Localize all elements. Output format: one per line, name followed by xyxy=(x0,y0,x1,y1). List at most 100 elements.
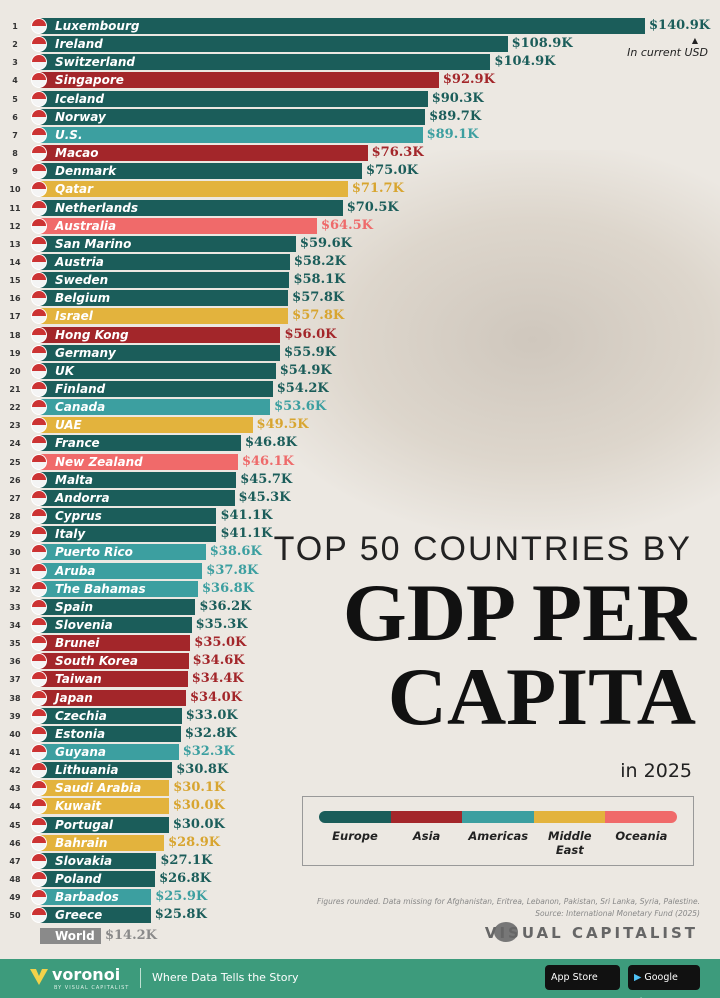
legend-label: Americas xyxy=(468,829,529,843)
value-label: $27.1K xyxy=(160,852,213,868)
footnote-missing-data: Figures rounded. Data missing for Afghan… xyxy=(316,897,700,906)
country-label: Czechia xyxy=(55,708,107,723)
bar xyxy=(40,471,237,488)
country-label: Italy xyxy=(55,527,86,542)
rank-label: 15 xyxy=(9,276,21,286)
value-label: $38.6K xyxy=(209,544,262,560)
rank-label: 17 xyxy=(9,312,21,322)
bar xyxy=(40,72,439,89)
bar xyxy=(40,907,151,924)
flag-icon xyxy=(31,326,47,343)
value-label: $59.6K xyxy=(299,235,352,251)
country-label: Portugal xyxy=(55,817,114,832)
flag-icon xyxy=(31,453,47,470)
country-label: Israel xyxy=(55,309,93,324)
country-label: Iceland xyxy=(55,91,105,106)
world-label: World xyxy=(55,928,95,943)
value-label: $140.9K xyxy=(649,18,711,33)
flag-icon xyxy=(31,181,47,198)
flag-icon xyxy=(31,126,47,143)
value-label: $45.7K xyxy=(240,471,293,487)
value-label: $57.8K xyxy=(292,290,345,306)
country-label: Puerto Rico xyxy=(55,545,133,560)
rank-label: 37 xyxy=(9,675,21,685)
country-label: Ireland xyxy=(55,37,103,52)
flag-icon xyxy=(31,816,47,833)
country-label: South Korea xyxy=(55,654,138,669)
value-label: $58.1K xyxy=(293,272,346,288)
app-store-button[interactable]: App Store xyxy=(545,965,620,990)
rank-label: 39 xyxy=(9,711,21,721)
country-label: Taiwan xyxy=(55,672,102,687)
country-label: Denmark xyxy=(55,164,117,179)
rank-label: 43 xyxy=(9,784,21,794)
rank-label: 27 xyxy=(9,493,21,503)
bar xyxy=(40,199,343,216)
value-label: $26.8K xyxy=(159,871,212,887)
play-icon: ▶ xyxy=(634,972,645,983)
bar xyxy=(40,616,192,633)
bar xyxy=(40,889,152,906)
country-label: New Zealand xyxy=(55,454,143,469)
bar xyxy=(40,417,253,434)
country-label: UAE xyxy=(55,418,82,433)
rank-label: 14 xyxy=(9,257,21,267)
value-label: $54.2K xyxy=(276,381,329,396)
country-label: Barbados xyxy=(55,890,119,905)
bar xyxy=(40,762,173,779)
country-label: Belgium xyxy=(55,291,111,306)
country-label: Slovenia xyxy=(55,617,113,632)
value-label: $75.0K xyxy=(366,163,419,179)
bar xyxy=(40,852,157,869)
title-line-1: TOP 50 COUNTRIES BY xyxy=(273,530,692,568)
bar xyxy=(40,671,188,688)
rank-label: 25 xyxy=(9,457,21,467)
country-label: Brunei xyxy=(55,636,100,651)
country-label: Poland xyxy=(55,872,102,887)
flag-icon xyxy=(31,290,47,307)
google-play-button[interactable]: ▶ Google Play xyxy=(628,965,700,998)
country-label: Guyana xyxy=(55,745,106,759)
value-label: $41.1K xyxy=(220,526,273,542)
value-label: $53.6K xyxy=(274,399,327,415)
value-label: $37.8K xyxy=(206,562,259,578)
bar xyxy=(40,253,290,270)
country-label: Sweden xyxy=(55,273,109,288)
title-line-3: CAPITA xyxy=(387,651,696,742)
rank-label: 41 xyxy=(9,748,21,757)
rank-label: 20 xyxy=(9,366,21,376)
world-value-label: $14.2K xyxy=(104,927,157,943)
bar xyxy=(40,435,241,452)
legend-swatch xyxy=(319,811,391,823)
legend-label: Middle East xyxy=(548,829,592,857)
flag-icon xyxy=(31,834,47,851)
value-label: $35.0K xyxy=(194,635,247,651)
legend-swatch xyxy=(605,811,677,823)
legend-swatch xyxy=(390,811,463,823)
flag-icon xyxy=(31,217,47,234)
rank-label: 9 xyxy=(12,167,18,177)
bar xyxy=(40,163,363,180)
value-label: $76.3K xyxy=(371,145,424,161)
rank-label: 40 xyxy=(9,729,21,739)
voronoi-logo-text[interactable]: voronoi xyxy=(52,965,121,984)
flag-icon xyxy=(31,199,47,216)
bar xyxy=(40,181,348,198)
subtitle: in 2025 xyxy=(620,760,692,782)
flag-icon xyxy=(31,435,47,452)
flag-icon xyxy=(31,272,47,289)
country-label: Austria xyxy=(55,254,104,269)
rank-label: 44 xyxy=(9,802,21,812)
flag-icon xyxy=(31,381,47,397)
bar xyxy=(40,272,290,289)
flag-icon xyxy=(31,598,47,615)
flag-icon xyxy=(31,508,47,525)
flag-icon xyxy=(31,544,47,561)
rank-label: 26 xyxy=(9,475,21,485)
country-label: Netherlands xyxy=(55,200,139,215)
bar xyxy=(40,108,426,125)
country-label: Switzerland xyxy=(55,55,135,70)
value-label: $70.5K xyxy=(346,199,399,215)
flag-icon xyxy=(31,852,47,869)
flag-icon xyxy=(31,54,47,71)
